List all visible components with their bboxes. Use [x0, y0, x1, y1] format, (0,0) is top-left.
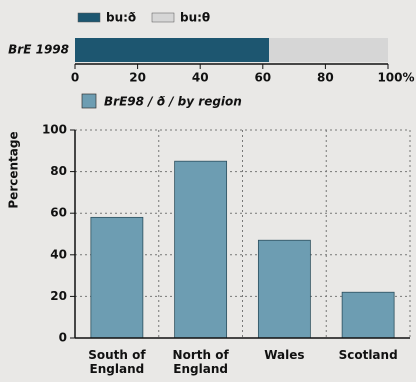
x-tick-label: Wales — [264, 348, 305, 362]
x-tick-label: South of England — [88, 348, 146, 376]
x-tick-label: 20 — [129, 71, 146, 85]
y-tick-label: 40 — [50, 247, 67, 261]
x-tick-label: 40 — [192, 71, 209, 85]
x-tick-label: 0 — [71, 71, 79, 85]
legend-swatch — [81, 93, 97, 109]
legend-swatch — [77, 12, 101, 23]
x-tick-label: Scotland — [338, 348, 398, 362]
x-tick-label: 80 — [317, 71, 334, 85]
bar — [341, 291, 395, 339]
y-tick-label: 80 — [50, 164, 67, 178]
y-tick-label: 100 — [42, 123, 67, 137]
y-tick-label: 60 — [50, 206, 67, 220]
legend-label: bu:θ — [180, 11, 210, 25]
bar — [174, 160, 228, 339]
legend-label: bu:ð — [106, 11, 136, 25]
x-tick-label: 100% — [377, 71, 414, 85]
y-tick-label: 0 — [59, 331, 67, 345]
y-tick-label: 20 — [50, 289, 67, 303]
x-tick-label: North of England — [172, 348, 229, 376]
bar-segment — [75, 38, 270, 62]
category-label: BrE 1998 — [8, 43, 69, 57]
legend-label: BrE98 / ð / by region — [104, 95, 242, 109]
bar — [257, 239, 311, 339]
bar — [90, 216, 144, 339]
legend-swatch — [151, 12, 175, 23]
y-axis-label: Percentage — [7, 131, 21, 208]
x-tick-label: 60 — [254, 71, 271, 85]
bar-segment — [269, 38, 388, 62]
